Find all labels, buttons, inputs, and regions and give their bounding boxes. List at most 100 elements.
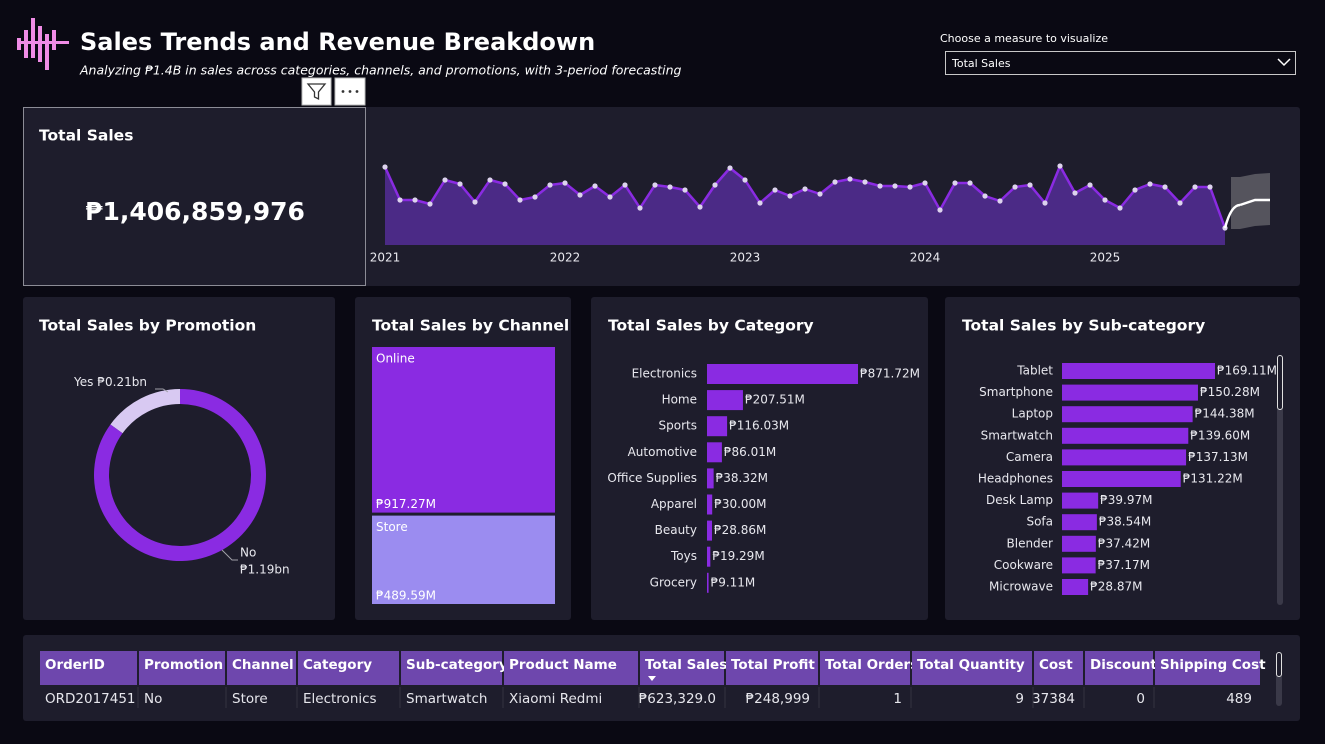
scroll-thumb[interactable] — [1276, 652, 1282, 677]
table-cell: ₱248,999 — [746, 691, 810, 707]
data-point — [697, 204, 703, 210]
data-point — [1072, 190, 1078, 196]
dropdown-value[interactable]: Total Sales — [951, 57, 1011, 70]
area-fill — [385, 166, 1225, 245]
column-header: Cost — [1039, 657, 1073, 673]
data-point — [892, 183, 898, 189]
bar — [707, 468, 714, 489]
category-label: Electronics — [632, 367, 697, 381]
kpi-card — [23, 107, 366, 286]
dropdown-chevron[interactable] — [1277, 58, 1291, 67]
data-point — [817, 191, 823, 197]
table-cell: 0 — [1136, 691, 1145, 707]
x-tick-label: 2022 — [550, 251, 581, 265]
category-label: Grocery — [650, 575, 697, 589]
bar — [707, 572, 709, 593]
column-header: Shipping Cost — [1160, 657, 1266, 673]
data-point — [772, 187, 778, 193]
page-title: Sales Trends and Revenue Breakdown — [80, 28, 595, 56]
data-point — [1177, 200, 1183, 206]
table-cell: No — [144, 691, 162, 707]
treemap-tile — [372, 515, 555, 604]
logo — [17, 18, 69, 70]
data-point — [1207, 184, 1213, 190]
header-cell — [139, 651, 225, 685]
data-point — [442, 177, 448, 183]
data-point — [802, 186, 808, 192]
table-cell: Smartwatch — [406, 691, 487, 707]
bar — [707, 364, 858, 384]
column-header: Category — [303, 657, 372, 673]
kpi-title: Total Sales — [39, 127, 133, 145]
value-label: ₱37.17M — [1098, 558, 1150, 572]
data-point — [1192, 184, 1198, 190]
value-label: ₱37.42M — [1098, 536, 1150, 550]
data-point — [607, 194, 613, 200]
category-label: Desk Lamp — [986, 493, 1053, 507]
header-cell — [726, 651, 818, 685]
value-label: ₱871.72M — [860, 367, 920, 381]
category-label: Tablet — [1016, 364, 1053, 378]
data-point — [1087, 182, 1093, 188]
column-header: Sub-category — [406, 657, 508, 673]
selector-label: Choose a measure to visualize — [940, 32, 1108, 45]
header-cell — [1085, 651, 1153, 685]
data-point — [397, 197, 403, 203]
data-point — [532, 194, 538, 200]
subcategory-scrollbar[interactable] — [1277, 355, 1283, 605]
x-tick-label: 2023 — [730, 251, 761, 265]
bar — [1062, 557, 1096, 574]
more-options-button[interactable] — [334, 77, 366, 106]
dot[interactable] — [348, 90, 352, 93]
table-scrollbar[interactable] — [1276, 652, 1282, 706]
page-subtitle: Analyzing ₱1.4B in sales across categori… — [79, 63, 682, 78]
data-point — [1132, 187, 1138, 193]
dot[interactable] — [341, 90, 345, 93]
data-point — [1147, 181, 1153, 187]
kpi-value: ₱1,406,859,976 — [85, 197, 305, 226]
value-label: ₱86.01M — [724, 445, 776, 459]
data-point — [1102, 197, 1108, 203]
donut-label: Yes ₱0.21bn — [73, 375, 147, 389]
data-point — [877, 183, 883, 189]
data-point — [592, 183, 598, 189]
x-tick-label: 2025 — [1090, 251, 1121, 265]
data-point — [577, 192, 583, 198]
category-label: Smartphone — [979, 385, 1053, 399]
table-cell: Electronics — [303, 691, 377, 707]
table-cell: ₱623,329.0 — [639, 691, 716, 707]
category-label: Sports — [659, 419, 697, 433]
filter-box[interactable] — [301, 77, 332, 106]
filter-icon[interactable] — [306, 83, 327, 101]
category-label: Beauty — [655, 523, 697, 537]
filter-button[interactable] — [301, 77, 332, 106]
category-label: Blender — [1007, 536, 1054, 550]
scroll-track[interactable] — [1277, 355, 1283, 605]
header-cell — [640, 651, 724, 685]
data-point — [907, 184, 913, 190]
category-label: Sofa — [1026, 515, 1053, 529]
bar — [1062, 492, 1099, 509]
value-label: ₱39.97M — [1100, 493, 1152, 507]
column-header: OrderID — [45, 657, 105, 673]
header-cell — [820, 651, 910, 685]
column-header: Promotion — [144, 657, 223, 673]
category-label: Smartwatch — [981, 428, 1053, 442]
category-label: No — [240, 546, 256, 560]
dropdown-box[interactable] — [945, 51, 1296, 75]
category-label: Camera — [1006, 450, 1053, 464]
value-label: ₱28.87M — [1090, 580, 1142, 594]
table-cell: 1 — [893, 691, 902, 707]
table-cell: ORD2017451 — [45, 691, 136, 707]
leader-line — [155, 388, 169, 393]
x-tick-label: 2021 — [370, 251, 401, 265]
column-header: Discount — [1090, 657, 1157, 673]
panel-title: Total Sales by Sub-category — [962, 317, 1205, 335]
measure-dropdown[interactable]: Total Sales — [945, 51, 1296, 75]
category-label: Home — [662, 393, 697, 407]
data-point — [517, 197, 523, 203]
scroll-thumb[interactable] — [1277, 355, 1283, 410]
dot[interactable] — [355, 90, 359, 93]
tile-label: Online — [376, 352, 415, 366]
